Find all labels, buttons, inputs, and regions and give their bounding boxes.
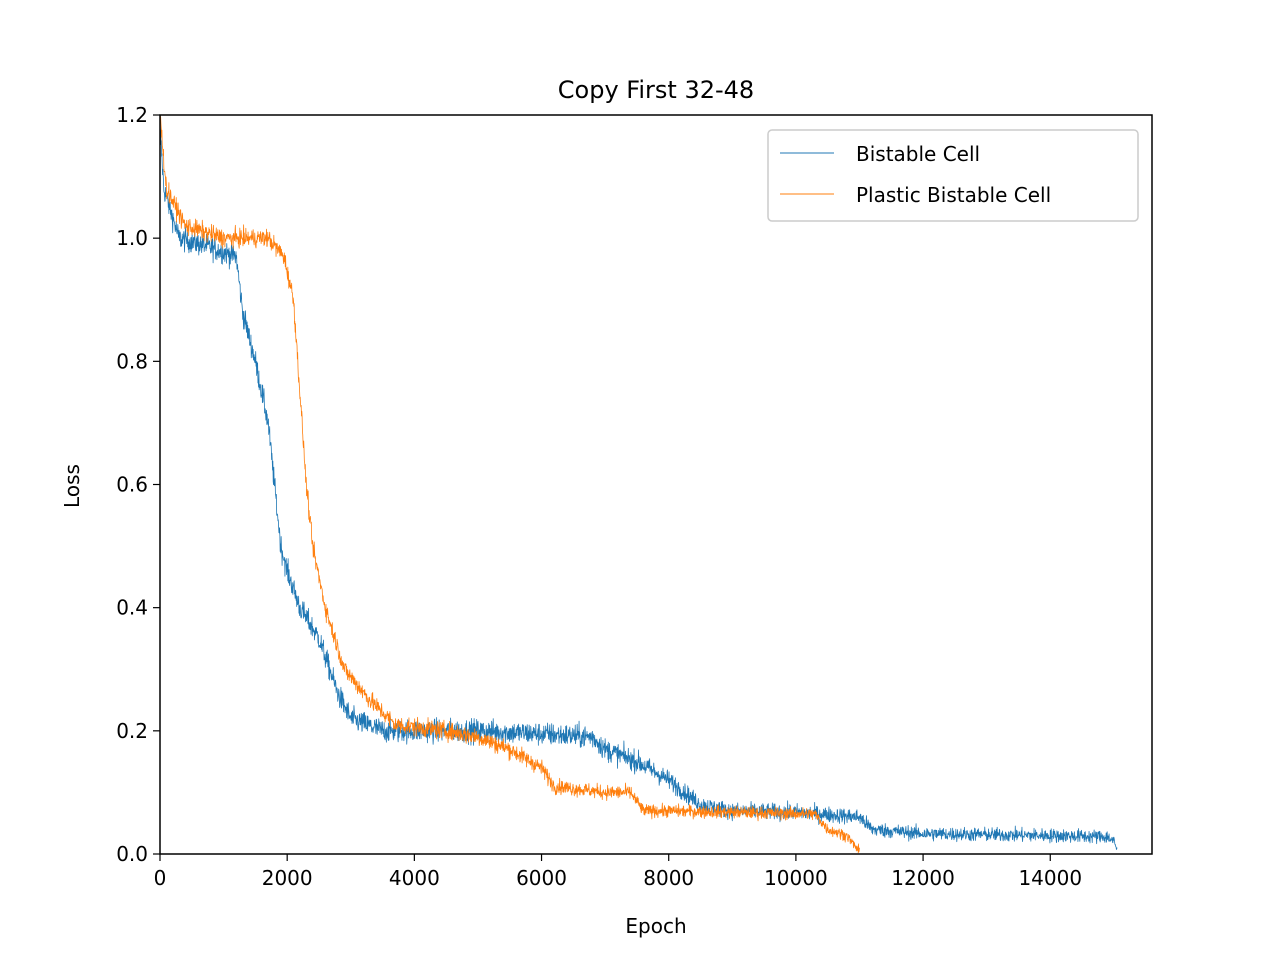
y-tick-label: 0.0 — [116, 842, 148, 866]
y-tick-label: 1.2 — [116, 103, 148, 127]
x-tick-label: 0 — [154, 866, 167, 890]
series-line-bistable-cell — [160, 121, 1118, 850]
y-tick-label: 1.0 — [116, 226, 148, 250]
x-tick-label: 8000 — [643, 866, 694, 890]
x-tick-label: 6000 — [516, 866, 567, 890]
y-tick-label: 0.2 — [116, 719, 148, 743]
y-tick-label: 0.6 — [116, 473, 148, 497]
legend-label-bistable-cell: Bistable Cell — [856, 142, 980, 166]
x-tick-label: 12000 — [891, 866, 955, 890]
y-tick-label: 0.8 — [116, 349, 148, 373]
x-tick-label: 4000 — [389, 866, 440, 890]
series-layer — [160, 115, 1118, 854]
legend: Bistable Cell Plastic Bistable Cell — [767, 129, 1139, 222]
legend-label-plastic-bistable-cell: Plastic Bistable Cell — [856, 183, 1051, 207]
x-tick-label: 2000 — [262, 866, 313, 890]
chart-title: Copy First 32-48 — [558, 76, 754, 104]
y-tick-label: 0.4 — [116, 596, 148, 620]
x-axis-label: Epoch — [625, 914, 686, 938]
series-line-plastic-bistable-cell — [160, 115, 860, 854]
x-tick-label: 14000 — [1018, 866, 1082, 890]
y-axis-label: Loss — [60, 464, 84, 508]
x-tick-label: 10000 — [764, 866, 828, 890]
legend-box — [767, 129, 1139, 222]
x-axis: 0 2000 4000 6000 8000 10000 12000 14000 — [154, 854, 1082, 890]
y-axis: 0.0 0.2 0.4 0.6 0.8 1.0 1.2 — [116, 103, 160, 866]
